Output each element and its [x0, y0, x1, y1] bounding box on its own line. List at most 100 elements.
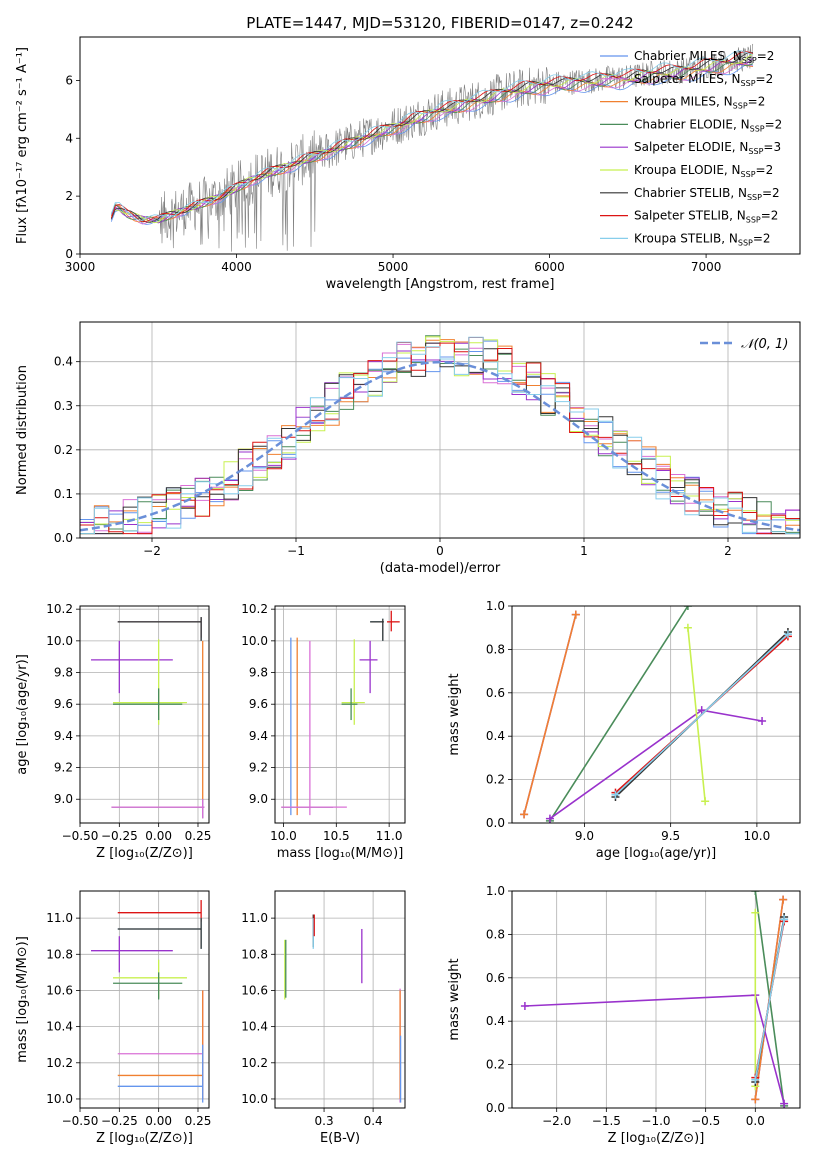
y-tick-label: 4: [65, 131, 73, 145]
y-tick-label: 10.0: [46, 1092, 73, 1106]
x-tick-label: 0.00: [145, 1114, 172, 1128]
x-tick-label: 1: [580, 544, 588, 558]
weight-marker: [751, 908, 760, 917]
x-tick-label: −0.50: [62, 829, 99, 843]
y-tick-label: 10.8: [46, 947, 73, 961]
legend-label: 𝒩(0, 1): [741, 337, 788, 352]
y-tick-label: 10.6: [46, 983, 73, 997]
x-tick-label: −1.0: [641, 1114, 670, 1128]
x-axis-label: (data-model)/error: [380, 561, 501, 576]
weight-line: [754, 919, 785, 1080]
y-tick-label: 10.0: [46, 634, 73, 648]
weight-vs-age-plot-area: [520, 606, 792, 823]
age-vs-Z-plot-area: [91, 617, 205, 819]
y-tick-label: 10.0: [241, 1092, 268, 1106]
y-tick-label: 9.8: [54, 666, 73, 680]
x-tick-label: 11.0: [376, 829, 403, 843]
model-line: [110, 63, 754, 225]
y-tick-label: 10.4: [46, 1020, 73, 1034]
mass-vs-EBV-chart: 0.3 0.4 10.0 10.2 10.4 10.6 10.8 11.0 E(B-V): [241, 890, 406, 1146]
x-axis-label: wavelength [Angstrom, rest frame]: [326, 277, 555, 292]
axes-frame: [79, 605, 210, 824]
axes-frame: [511, 890, 801, 1109]
x-tick-label: 0.00: [145, 829, 172, 843]
y-tick-label: 0.2: [486, 773, 505, 787]
weight-marker: [751, 1095, 760, 1104]
legend-label: Salpeter MILES, NSSP=2: [634, 72, 773, 88]
y-axis-label: mass weight: [447, 673, 462, 755]
y-tick-label: 10.6: [241, 983, 268, 997]
legend-label: Chabrier ELODIE, NSSP=2: [634, 117, 782, 133]
axes-frame: [79, 890, 210, 1109]
histogram-step: [80, 337, 800, 535]
x-axis-label: age [log₁₀(age/yr)]: [596, 846, 717, 861]
y-tick-label: 0.4: [486, 729, 505, 743]
y-tick-label: 0.3: [54, 399, 73, 413]
y-tick-label: 10.2: [46, 1056, 73, 1070]
y-tick-label: 11.0: [46, 911, 73, 925]
y-tick-label: 9.0: [54, 792, 73, 806]
y-tick-label: 0.8: [486, 642, 505, 656]
legend-label: Salpeter ELODIE, NSSP=3: [634, 140, 781, 156]
x-tick-label: −0.50: [62, 1114, 99, 1128]
model-line: [110, 50, 754, 221]
y-tick-label: 0.1: [54, 487, 73, 501]
x-tick-label: 9.5: [661, 829, 680, 843]
y-tick-label: 11.0: [241, 911, 268, 925]
y-tick-label: 0.6: [486, 971, 505, 985]
y-tick-label: 0.6: [486, 686, 505, 700]
weight-marker: [520, 810, 529, 819]
age-vs-mass-chart: 10.0 10.5 11.0 9.0 9.2 9.4 9.6 9.8 10.0 10.2 mass …: [241, 602, 406, 861]
mass-vs-Z-chart: −0.50 −0.25 0.00 0.25 10.0 10.2 10.4 10.6 10.8 11…: [15, 890, 211, 1146]
x-tick-label: 4000: [221, 260, 252, 274]
x-tick-label: 0.4: [364, 1114, 383, 1128]
axes-frame: [79, 321, 801, 539]
weight-marker: [571, 610, 580, 619]
y-tick-label: 10.4: [241, 1020, 268, 1034]
x-tick-label: 7000: [691, 260, 722, 274]
weight-marker: [779, 895, 788, 904]
weight-marker: [751, 891, 760, 895]
weight-line: [687, 627, 706, 802]
y-axis-label: Normed distribution: [15, 365, 30, 495]
residuals-chart: −2 −1 0 1 2 0.0 0.1 0.2 0.3 0.4 (data-model)/error…: [15, 321, 801, 576]
weight-marker: [520, 1002, 529, 1011]
residuals-plot-area: [80, 335, 800, 535]
weight-vs-age-chart: 9.0 9.5 10.0 0.0 0.2 0.4 0.6 0.8 1.0 age [log₁₀(a…: [447, 599, 801, 861]
weight-marker: [758, 717, 767, 726]
weight-line: [614, 633, 789, 796]
weight-line: [523, 614, 577, 815]
x-tick-label: 10.0: [270, 829, 297, 843]
age-vs-mass-plot-area: [281, 610, 400, 816]
weight-vs-Z-chart: −2.0 −1.5 −1.0 −0.5 0.0 0.0 0.2 0.4 0.6 0.8 1.0 Z […: [447, 884, 801, 1146]
model-line: [110, 62, 754, 223]
x-tick-label: −1.5: [592, 1114, 621, 1128]
x-tick-label: −0.25: [101, 1114, 138, 1128]
normal-curve: [80, 360, 800, 532]
x-tick-label: 0.3: [315, 1114, 334, 1128]
x-tick-label: −2: [143, 544, 161, 558]
x-tick-label: −0.25: [101, 829, 138, 843]
y-tick-label: 10.8: [241, 947, 268, 961]
y-tick-label: 0.0: [54, 531, 73, 545]
x-tick-label: 5000: [378, 260, 409, 274]
x-axis-label: E(B-V): [320, 1131, 360, 1146]
y-axis-label: mass [log₁₀(M/M⊙)]: [15, 936, 30, 1063]
x-tick-label: 2: [724, 544, 732, 558]
spectrum-legend: Chabrier MILES, NSSP=2 Salpeter MILES, NS…: [600, 49, 782, 247]
x-axis-label: Z [log₁₀(Z/Z⊙)]: [96, 846, 193, 861]
y-tick-label: 6: [65, 73, 73, 87]
y-tick-label: 9.2: [249, 761, 268, 775]
y-axis-label: mass weight: [447, 958, 462, 1040]
x-axis-label: Z [log₁₀(Z/Z⊙)]: [96, 1131, 193, 1146]
y-tick-label: 9.0: [249, 792, 268, 806]
y-tick-label: 0.8: [486, 927, 505, 941]
axes-frame: [274, 605, 406, 824]
x-tick-label: 3000: [65, 260, 96, 274]
y-tick-label: 9.6: [54, 697, 73, 711]
weight-marker: [611, 790, 620, 799]
weight-marker: [683, 623, 692, 632]
y-tick-label: 10.2: [46, 602, 73, 616]
axes-frame: [274, 890, 406, 1109]
x-tick-label: 6000: [534, 260, 565, 274]
